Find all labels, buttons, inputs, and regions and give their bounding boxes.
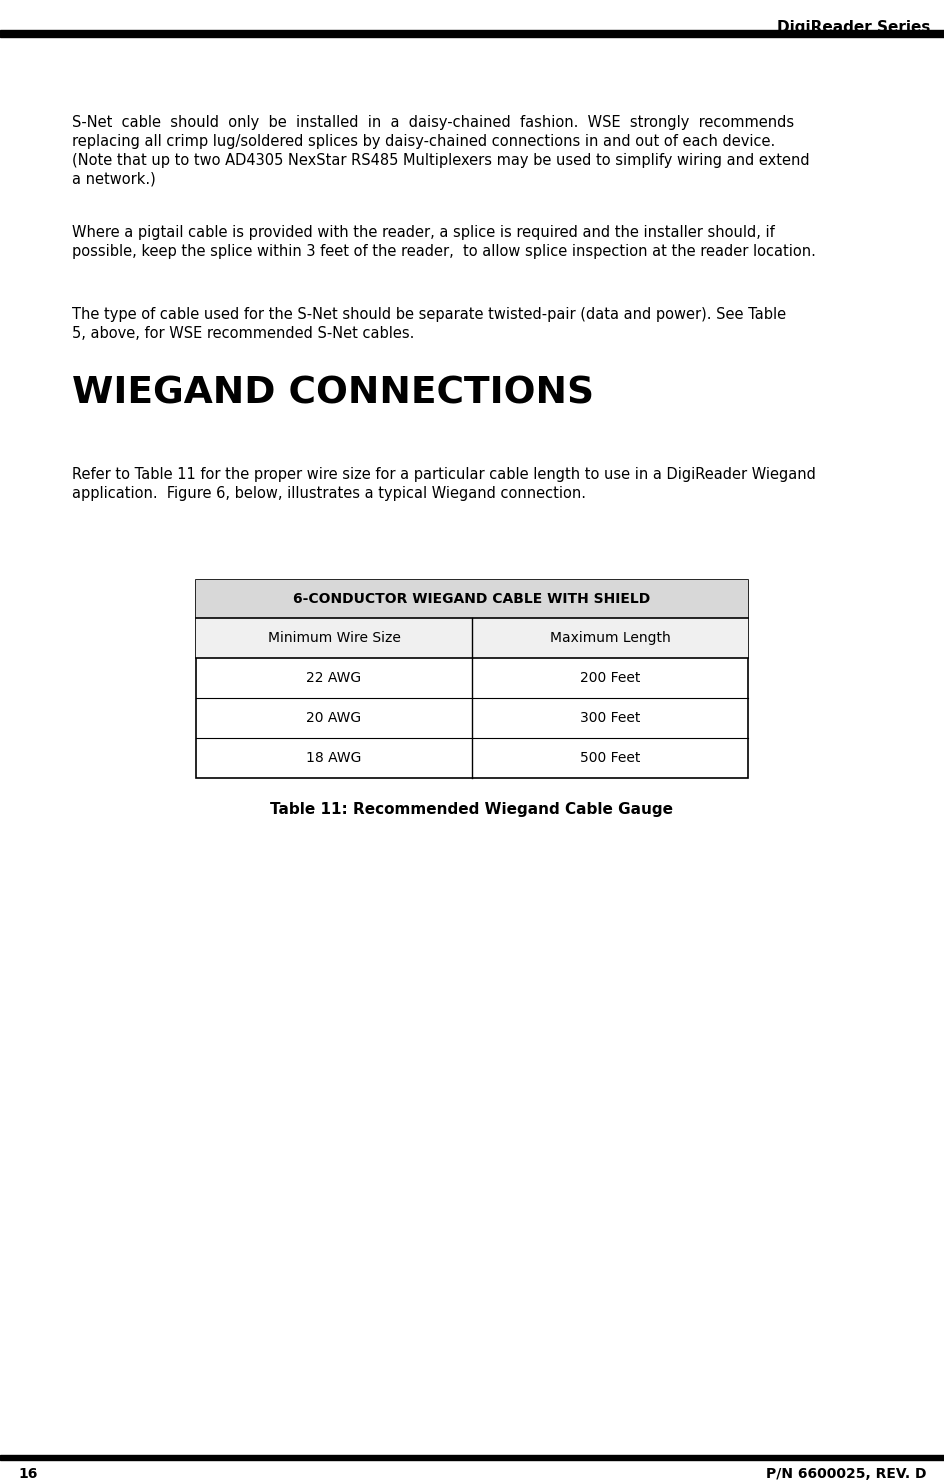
Text: The type of cable used for the S-Net should be separate twisted-pair (data and p: The type of cable used for the S-Net sho… bbox=[72, 307, 785, 322]
Text: (Note that up to two AD4305 NexStar RS485 Multiplexers may be used to simplify w: (Note that up to two AD4305 NexStar RS48… bbox=[72, 153, 809, 168]
Bar bbox=[195, 580, 748, 617]
Text: 20 AWG: 20 AWG bbox=[306, 711, 362, 726]
Text: application.  Figure 6, below, illustrates a typical Wiegand connection.: application. Figure 6, below, illustrate… bbox=[72, 485, 585, 502]
Text: DigiReader Series: DigiReader Series bbox=[776, 19, 929, 36]
Bar bbox=[195, 580, 748, 778]
Text: Minimum Wire Size: Minimum Wire Size bbox=[267, 631, 400, 646]
Text: 22 AWG: 22 AWG bbox=[306, 671, 362, 686]
Text: 500 Feet: 500 Feet bbox=[580, 751, 639, 764]
Text: WIEGAND CONNECTIONS: WIEGAND CONNECTIONS bbox=[72, 375, 594, 411]
Text: 300 Feet: 300 Feet bbox=[580, 711, 639, 726]
Text: Maximum Length: Maximum Length bbox=[549, 631, 669, 646]
Bar bbox=[195, 617, 748, 657]
Bar bbox=[0, 30, 944, 37]
Text: 6-CONDUCTOR WIEGAND CABLE WITH SHIELD: 6-CONDUCTOR WIEGAND CABLE WITH SHIELD bbox=[293, 592, 649, 605]
Text: 18 AWG: 18 AWG bbox=[306, 751, 362, 764]
Text: S-Net  cable  should  only  be  installed  in  a  daisy-chained  fashion.  WSE  : S-Net cable should only be installed in … bbox=[72, 114, 793, 131]
Bar bbox=[0, 1454, 944, 1460]
Text: possible, keep the splice within 3 feet of the reader,  to allow splice inspecti: possible, keep the splice within 3 feet … bbox=[72, 243, 815, 260]
Text: a network.): a network.) bbox=[72, 172, 156, 187]
Text: replacing all crimp lug/soldered splices by daisy-chained connections in and out: replacing all crimp lug/soldered splices… bbox=[72, 134, 774, 148]
Text: 200 Feet: 200 Feet bbox=[580, 671, 639, 686]
Text: P/N 6600025, REV. D: P/N 6600025, REV. D bbox=[766, 1468, 926, 1481]
Text: Table 11: Recommended Wiegand Cable Gauge: Table 11: Recommended Wiegand Cable Gaug… bbox=[270, 801, 673, 818]
Text: 16: 16 bbox=[18, 1468, 38, 1481]
Text: Where a pigtail cable is provided with the reader, a splice is required and the : Where a pigtail cable is provided with t… bbox=[72, 226, 774, 240]
Text: 5, above, for WSE recommended S-Net cables.: 5, above, for WSE recommended S-Net cabl… bbox=[72, 326, 413, 341]
Text: Refer to Table 11 for the proper wire size for a particular cable length to use : Refer to Table 11 for the proper wire si… bbox=[72, 467, 815, 482]
